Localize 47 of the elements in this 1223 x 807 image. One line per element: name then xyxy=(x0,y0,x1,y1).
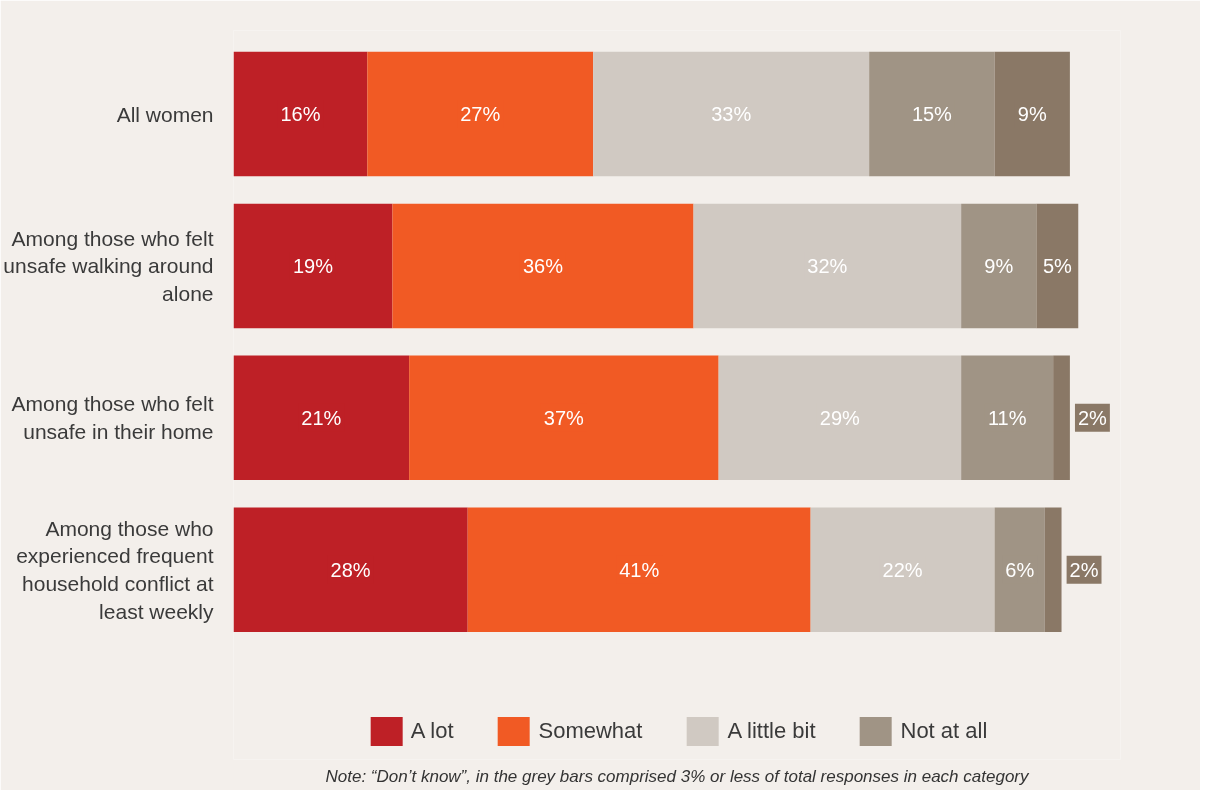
y-tick-label: Among those who experienced frequent household conflict at least weekly xyxy=(16,516,214,623)
data-label: 22% xyxy=(882,558,923,581)
data-label: 37% xyxy=(543,406,585,429)
bar xyxy=(233,355,410,481)
data-label: 16% xyxy=(280,103,321,126)
bar xyxy=(718,355,962,481)
data-label: 41% xyxy=(619,558,660,581)
data-label: 11% xyxy=(987,406,1027,429)
bar xyxy=(994,51,1070,177)
bar xyxy=(593,51,870,177)
legend-label: Somewhat xyxy=(538,718,643,744)
legend-label: Not at all xyxy=(900,718,988,744)
bar xyxy=(961,203,1037,329)
data-label: 21% xyxy=(301,406,342,429)
data-label: 32% xyxy=(807,254,848,277)
data-label: 27% xyxy=(460,103,501,126)
bar xyxy=(233,51,368,177)
y-tick-label: Among those who felt unsafe walking around alone xyxy=(3,226,214,306)
data-label: 5% xyxy=(1042,254,1073,277)
legend-label: A lot xyxy=(410,718,454,744)
data-label: 9% xyxy=(984,254,1014,277)
data-label: 28% xyxy=(330,558,371,581)
bar xyxy=(233,507,468,632)
bar xyxy=(869,51,995,177)
legend-label: A little bit xyxy=(727,718,816,744)
bar xyxy=(409,355,719,481)
data-label: 6% xyxy=(1005,558,1035,581)
bar xyxy=(467,507,811,632)
data-label: 36% xyxy=(522,254,564,277)
text: Note: “Don’t know”, in the grey bars comprised 3% or less of total responses in each category xyxy=(325,766,1030,786)
bar xyxy=(1044,507,1062,632)
y-tick-label: Among those who felt unsafe in their home xyxy=(11,392,214,444)
data-label: 2% xyxy=(1077,406,1108,429)
bar xyxy=(367,51,594,177)
bar xyxy=(392,203,694,329)
data-label: 9% xyxy=(1017,103,1047,126)
bar xyxy=(1053,355,1070,481)
bar xyxy=(810,507,995,632)
data-label: 15% xyxy=(911,103,953,126)
y-tick-label: All women xyxy=(116,102,214,126)
bar xyxy=(693,203,962,329)
bar xyxy=(233,203,393,329)
data-label: 33% xyxy=(711,103,752,126)
bar xyxy=(961,355,1054,481)
data-label: 29% xyxy=(819,406,861,429)
data-label: 2% xyxy=(1069,558,1099,581)
data-label: 19% xyxy=(292,254,334,277)
